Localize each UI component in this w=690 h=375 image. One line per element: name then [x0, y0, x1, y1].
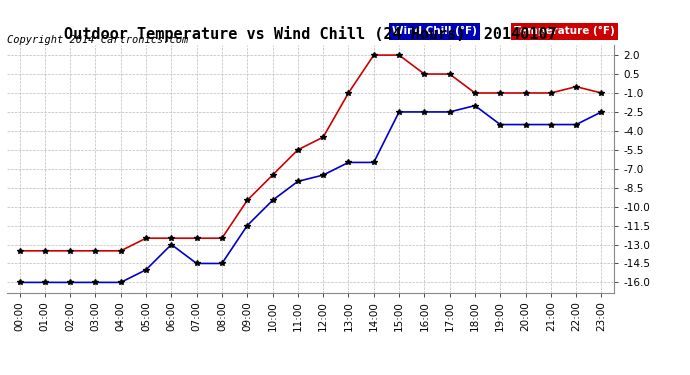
Text: Copyright 2014 Cartronics.com: Copyright 2014 Cartronics.com — [7, 35, 188, 45]
Title: Outdoor Temperature vs Wind Chill (24 Hours)  20140107: Outdoor Temperature vs Wind Chill (24 Ho… — [64, 27, 557, 42]
Text: Temperature (°F): Temperature (°F) — [514, 26, 615, 36]
Text: Wind Chill (°F): Wind Chill (°F) — [393, 26, 477, 36]
